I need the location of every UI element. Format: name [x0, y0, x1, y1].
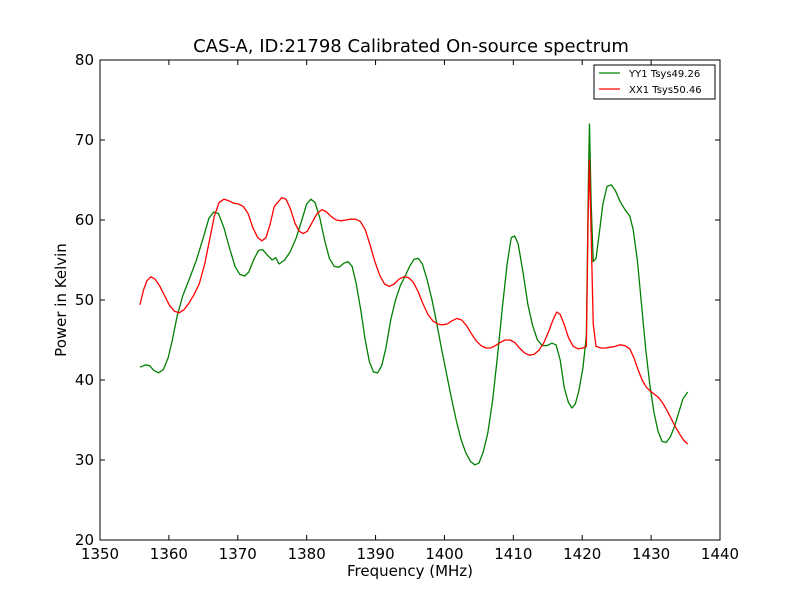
- x-axis-label: Frequency (MHz): [347, 562, 473, 580]
- x-tick-label: 1390: [356, 545, 394, 563]
- x-tick-label: 1350: [81, 545, 119, 563]
- y-tick-label: 50: [75, 291, 94, 309]
- series-line-xx1: [139, 159, 689, 445]
- series-line-yy1: [139, 123, 689, 466]
- x-tick-label: 1370: [219, 545, 257, 563]
- legend-box: [593, 64, 716, 100]
- x-tick-label: 1420: [563, 545, 601, 563]
- plot-area: [99, 59, 721, 541]
- y-tick-label: 40: [75, 371, 94, 389]
- x-tick-label: 1360: [150, 545, 188, 563]
- series-group: [139, 123, 689, 466]
- chart-title: CAS-A, ID:21798 Calibrated On-source spe…: [193, 36, 629, 57]
- y-axis: 20 30 40 50 60 70 80: [75, 51, 720, 549]
- y-tick-label: 70: [75, 131, 94, 149]
- y-tick-label: 80: [75, 51, 94, 69]
- legend-label-yy1: YY1 Tsys49.26: [628, 69, 700, 80]
- legend: YY1 Tsys49.26 XX1 Tsys50.46: [593, 64, 716, 100]
- x-tick-label: 1400: [425, 545, 463, 563]
- x-axis: 1350 1360 1370 1380 1390 1400 1410 1420 1430 1440: [81, 60, 739, 563]
- y-tick-label: 20: [75, 531, 94, 549]
- y-tick-label: 60: [75, 211, 94, 229]
- legend-label-xx1: XX1 Tsys50.46: [629, 85, 702, 96]
- y-tick-label: 30: [75, 451, 94, 469]
- x-tick-label: 1380: [288, 545, 326, 563]
- x-tick-label: 1440: [701, 545, 739, 563]
- y-axis-label: Power in Kelvin: [52, 243, 70, 357]
- x-tick-label: 1430: [632, 545, 670, 563]
- x-tick-label: 1410: [494, 545, 532, 563]
